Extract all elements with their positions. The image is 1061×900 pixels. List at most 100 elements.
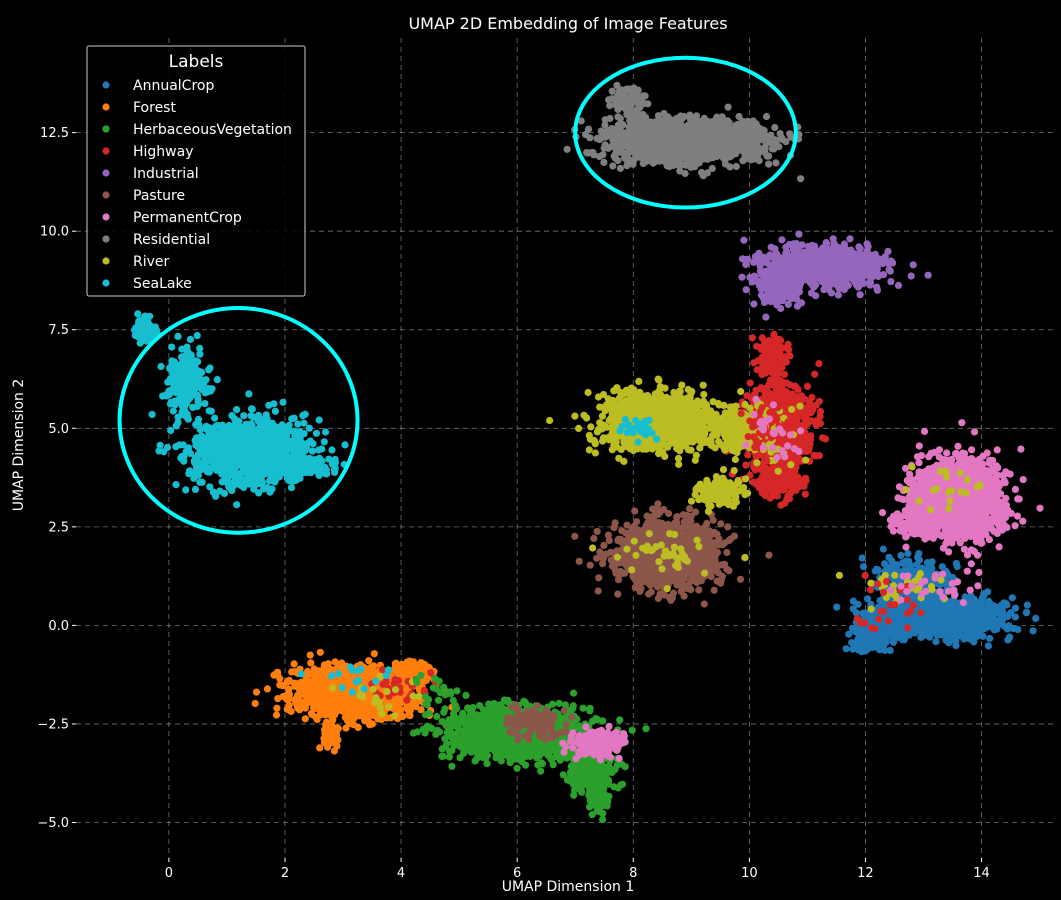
data-point — [513, 764, 521, 772]
data-point — [925, 614, 934, 623]
data-point — [448, 762, 456, 770]
data-point — [438, 718, 446, 726]
data-point — [599, 717, 607, 725]
data-point — [621, 763, 629, 771]
data-point — [421, 711, 430, 719]
data-point — [290, 660, 298, 668]
data-point — [858, 554, 866, 562]
data-point — [953, 562, 961, 571]
data-point — [307, 659, 315, 667]
data-point — [852, 609, 861, 617]
data-point — [283, 705, 291, 713]
data-point — [1014, 625, 1022, 634]
data-point — [592, 715, 600, 723]
data-point — [325, 709, 333, 717]
data-point — [466, 734, 475, 742]
data-point — [345, 720, 353, 728]
data-point — [450, 710, 458, 718]
data-point — [947, 611, 955, 620]
data-point — [849, 645, 857, 653]
data-point — [506, 759, 514, 767]
data-point — [441, 705, 449, 713]
data-point — [946, 637, 954, 645]
data-point — [569, 702, 577, 710]
data-point — [304, 670, 312, 679]
data-point — [445, 747, 454, 756]
data-point — [983, 620, 991, 628]
data-point — [858, 627, 866, 635]
data-point — [448, 716, 456, 724]
data-point — [915, 556, 924, 564]
data-point — [870, 641, 878, 649]
data-point — [964, 634, 972, 642]
data-point — [423, 722, 431, 730]
data-point — [500, 733, 508, 741]
data-point — [988, 609, 997, 618]
data-point — [276, 675, 284, 683]
data-point — [462, 740, 470, 748]
data-point — [499, 726, 508, 734]
data-point — [555, 699, 563, 708]
data-point — [901, 617, 909, 626]
data-point — [897, 551, 905, 560]
data-point — [357, 710, 365, 718]
data-point — [370, 650, 378, 658]
data-point — [476, 702, 484, 710]
data-point — [312, 672, 321, 680]
data-point — [923, 571, 931, 579]
data-point — [917, 622, 925, 630]
data-point — [272, 711, 281, 719]
data-point — [1011, 613, 1020, 621]
data-point — [893, 634, 902, 642]
data-point — [409, 729, 418, 737]
data-point — [273, 704, 281, 712]
data-point — [567, 771, 575, 780]
data-point — [464, 704, 472, 712]
data-point — [306, 651, 314, 659]
data-point — [938, 620, 946, 629]
data-point — [488, 729, 496, 737]
data-point — [537, 767, 545, 775]
data-point — [849, 597, 858, 605]
data-point — [345, 708, 354, 716]
data-point — [880, 637, 888, 646]
data-point — [279, 681, 287, 690]
data-point — [252, 688, 261, 696]
data-point — [504, 742, 512, 750]
data-point — [475, 727, 483, 735]
data-point — [329, 695, 337, 703]
data-point — [515, 743, 524, 751]
data-point — [421, 729, 429, 737]
data-point — [433, 726, 441, 734]
data-point — [956, 632, 964, 640]
data-point — [263, 685, 272, 693]
data-point — [958, 620, 966, 628]
data-point — [533, 754, 541, 762]
data-point — [308, 710, 316, 719]
data-point — [1022, 609, 1030, 617]
data-point — [351, 713, 359, 721]
data-point — [570, 689, 578, 697]
data-point — [402, 669, 410, 677]
data-point — [396, 696, 405, 704]
data-point — [586, 704, 594, 712]
data-point — [986, 634, 994, 643]
data-point — [467, 748, 475, 756]
data-point — [351, 699, 359, 707]
data-points — [131, 81, 1044, 824]
data-point — [296, 706, 304, 714]
data-point — [842, 645, 850, 653]
data-point — [879, 545, 887, 553]
data-point — [904, 550, 912, 558]
data-point — [978, 607, 986, 615]
data-point — [251, 699, 259, 708]
data-point — [494, 704, 502, 712]
data-point — [1008, 594, 1017, 602]
data-point — [985, 601, 993, 609]
data-point — [932, 638, 940, 646]
data-point — [438, 745, 446, 753]
data-point — [365, 657, 373, 665]
data-point — [291, 682, 299, 690]
series-annualcrop — [833, 545, 1040, 656]
